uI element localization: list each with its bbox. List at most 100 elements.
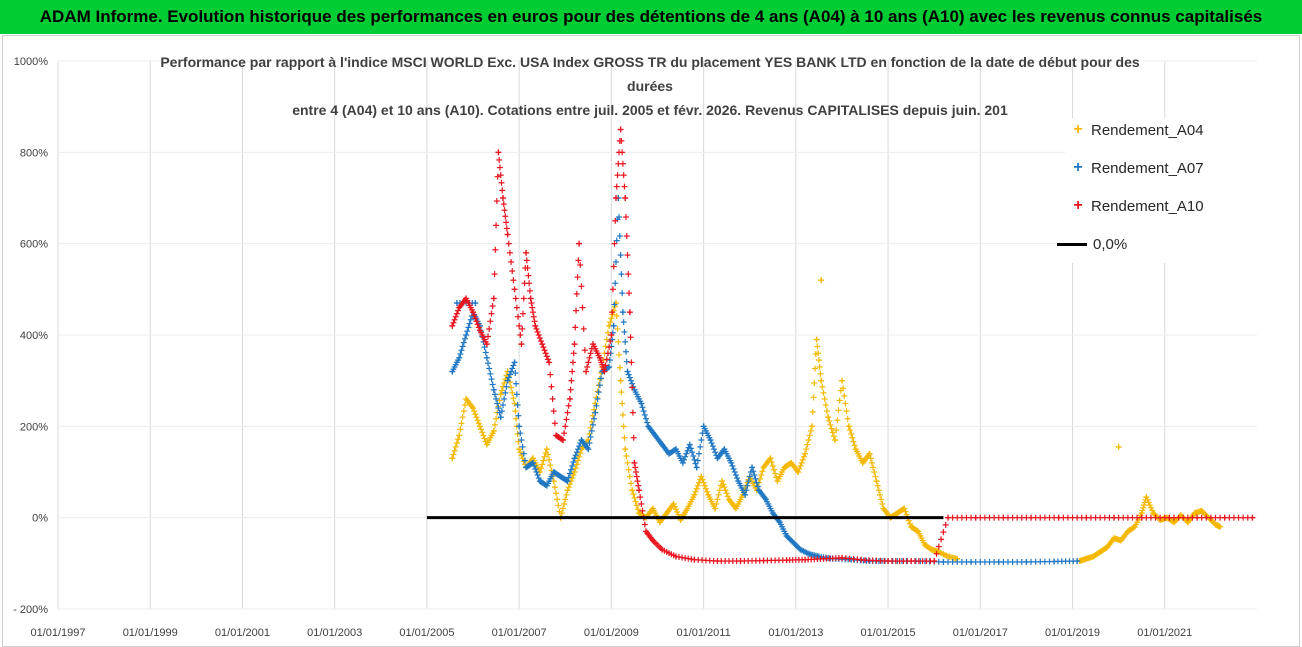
report-banner: ADAM Informe. Evolution historique des p… — [0, 0, 1302, 34]
data-point — [901, 505, 908, 512]
data-point — [539, 341, 546, 348]
y-tick-label: - 200% — [13, 604, 48, 616]
legend-item-a10: + Rendement_A10 — [1065, 194, 1204, 218]
legend-item-zero-line: 0,0% — [1057, 232, 1127, 256]
y-tick-label: 800% — [20, 147, 48, 159]
data-point — [610, 322, 617, 329]
x-tick-label: 01/01/2007 — [492, 627, 547, 639]
data-point — [707, 437, 714, 444]
data-point — [449, 455, 456, 462]
data-point — [622, 446, 629, 453]
data-point — [617, 377, 624, 384]
x-tick-label: 01/01/2011 — [676, 627, 730, 639]
data-point — [497, 414, 504, 421]
data-point — [601, 368, 608, 375]
data-point — [691, 491, 698, 498]
data-point — [931, 558, 938, 565]
data-point — [470, 405, 477, 412]
data-point — [483, 341, 490, 348]
data-point — [624, 368, 631, 375]
legend-marker-a07: + — [1073, 159, 1083, 176]
data-point — [629, 487, 636, 494]
data-point — [818, 377, 825, 384]
x-tick-label: 01/01/1999 — [123, 627, 178, 639]
legend-label-a10: Rendement_A10 — [1091, 197, 1204, 215]
data-point — [1143, 494, 1150, 501]
data-point — [742, 491, 749, 498]
data-point — [571, 469, 578, 475]
legend-item-a04: + Rendement_A04 — [1065, 118, 1203, 142]
data-point — [532, 322, 539, 329]
legend-item-a07: + Rendement_A07 — [1065, 156, 1204, 180]
x-tick-label: 01/01/2003 — [307, 627, 362, 639]
data-point — [686, 441, 693, 448]
series-Rendement_A10 — [449, 126, 1256, 565]
data-point — [546, 359, 553, 366]
data-point — [638, 400, 645, 407]
data-point — [619, 309, 626, 316]
data-point — [564, 478, 571, 485]
data-point — [728, 459, 735, 466]
y-tick-label: 200% — [20, 421, 48, 433]
data-point — [631, 459, 638, 466]
data-point — [825, 414, 832, 421]
data-point — [585, 446, 592, 453]
data-point — [592, 409, 599, 416]
data-point — [838, 377, 845, 384]
x-tick-label: 01/01/2001 — [215, 627, 270, 639]
data-point — [523, 249, 530, 256]
data-point — [559, 437, 566, 444]
data-point — [518, 341, 525, 348]
data-point — [679, 459, 686, 466]
data-point — [527, 295, 534, 302]
data-point — [626, 309, 633, 316]
y-tick-label: 0% — [32, 513, 48, 525]
data-point — [571, 341, 578, 348]
x-tick-label: 01/01/2005 — [399, 627, 454, 639]
data-point — [463, 332, 470, 338]
data-point — [1217, 523, 1224, 530]
data-point — [476, 423, 483, 430]
data-point — [1074, 558, 1081, 565]
data-point — [483, 354, 490, 361]
x-tick-label: 01/01/2019 — [1045, 627, 1100, 639]
legend-line-swatch — [1057, 242, 1087, 246]
data-point — [449, 322, 456, 329]
data-point — [767, 455, 774, 462]
x-tick-label: 01/01/1997 — [30, 627, 85, 639]
data-point — [617, 126, 624, 133]
data-point — [511, 359, 518, 366]
data-point — [472, 300, 479, 307]
data-point — [606, 363, 613, 370]
data-point — [576, 240, 583, 247]
data-point — [516, 423, 523, 430]
data-point — [873, 478, 880, 485]
legend-marker-a10: + — [1073, 197, 1083, 214]
data-point — [832, 437, 839, 444]
y-axis-ticks: - 200% 0% 200% 400% 600% 800% 1000% — [13, 56, 48, 616]
x-tick-label: 01/01/2015 — [861, 627, 916, 639]
data-point — [456, 354, 463, 361]
series-points — [449, 126, 1256, 565]
data-point — [698, 473, 705, 480]
data-point — [504, 231, 511, 238]
data-point — [802, 450, 809, 457]
data-point — [470, 309, 477, 316]
x-tick-label: 01/01/2021 — [1137, 627, 1192, 639]
series-Rendement_A07 — [449, 195, 1081, 565]
data-point — [504, 377, 511, 384]
data-point — [583, 368, 590, 375]
data-point — [500, 195, 507, 201]
legend-label-a07: Rendement_A07 — [1091, 159, 1204, 177]
x-tick-label: 01/01/2009 — [584, 627, 639, 639]
y-tick-label: 1000% — [14, 56, 48, 68]
data-point — [571, 455, 578, 462]
chart-title-line-2: durées — [627, 78, 673, 94]
data-point — [749, 464, 756, 471]
data-point — [495, 149, 502, 156]
data-point — [612, 195, 619, 201]
data-point — [808, 423, 815, 430]
data-point — [608, 332, 615, 338]
data-point — [511, 286, 518, 293]
